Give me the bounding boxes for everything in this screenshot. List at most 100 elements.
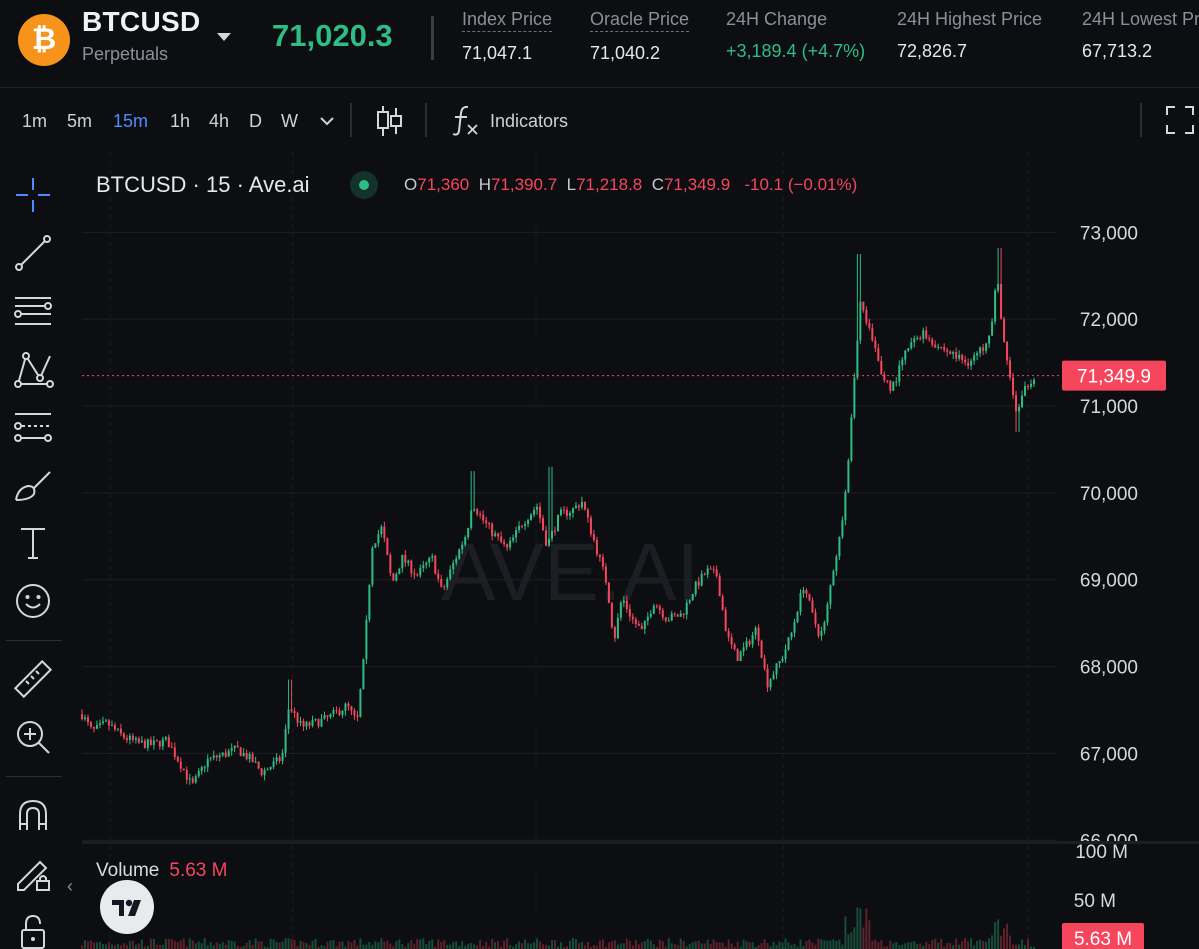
volume-bar: [107, 941, 110, 949]
candle-body: [655, 605, 658, 607]
stat-value: 71,047.1: [462, 43, 533, 63]
volume-bar: [703, 943, 706, 949]
timeframe-w[interactable]: W: [281, 111, 298, 131]
text-icon[interactable]: [10, 520, 56, 566]
candle-body: [92, 726, 95, 729]
volume-value: 5.63 M: [169, 860, 228, 881]
timeframe-1h[interactable]: 1h: [170, 111, 191, 131]
volume-bar: [886, 946, 889, 949]
horizontal-lines-icon[interactable]: [10, 288, 56, 334]
magnet-icon[interactable]: [10, 792, 56, 838]
stat-label[interactable]: Index Price: [462, 9, 553, 32]
volume-bar: [299, 940, 302, 949]
volume-bar: [643, 940, 646, 949]
volume-bar: [892, 943, 895, 949]
candle-body: [802, 590, 805, 594]
symbol-name[interactable]: BTCUSD: [82, 6, 201, 37]
candle-body: [895, 381, 898, 383]
candle-body: [922, 330, 925, 339]
candle-body: [649, 613, 652, 617]
fib-retracement-icon[interactable]: [10, 404, 56, 450]
toolbar-divider: [1140, 103, 1142, 137]
lock-drawing-icon[interactable]: [10, 850, 56, 896]
candle-body: [676, 614, 679, 617]
volume-bar: [574, 938, 577, 949]
price-axis: 73,000 72,000 71,000 70,000 69,000 68,000 67,0…: [82, 223, 1199, 949]
candle-body: [925, 330, 928, 339]
fullscreen-icon[interactable]: [1164, 104, 1196, 136]
candle-body: [245, 753, 248, 760]
timeframe-4h[interactable]: 4h: [209, 111, 230, 131]
volume-bar: [658, 939, 661, 949]
candle-body: [362, 659, 365, 690]
volume-bar: [766, 943, 769, 949]
volume-bar: [796, 946, 799, 949]
indicators-button[interactable]: Indicators: [490, 111, 569, 131]
volume-bar: [221, 942, 224, 949]
volume-bar: [434, 946, 437, 949]
chart-canvas[interactable]: AVE.AI 73,000 72,000 71,000 70,000 69,000 68,…: [0, 152, 1199, 949]
candle-body: [296, 712, 299, 723]
volume-bar: [763, 939, 766, 949]
trend-line-icon[interactable]: [10, 230, 56, 276]
volume-bar: [497, 940, 500, 949]
volume-bar: [562, 946, 565, 949]
price-chart[interactable]: AVE.AI 73,000 72,000 71,000 70,000 69,000 68,…: [0, 152, 1199, 949]
indicators-fx-icon[interactable]: [450, 103, 480, 137]
timeframe-more-chevron-down-icon[interactable]: [318, 114, 336, 128]
brush-icon[interactable]: [10, 462, 56, 508]
candle-body: [967, 362, 970, 366]
crosshair-icon[interactable]: [10, 172, 56, 218]
volume-bar: [377, 942, 380, 949]
volume-bar: [823, 940, 826, 949]
legend-title: BTCUSD · 15 · Ave.ai: [96, 172, 310, 197]
volume-bar: [1015, 944, 1018, 949]
pattern-icon[interactable]: [10, 346, 56, 392]
volume-bar: [323, 945, 326, 949]
volume-bar: [398, 939, 401, 949]
candle-body: [793, 621, 796, 633]
volume-bar: [1000, 935, 1003, 949]
toolbar-divider: [350, 103, 352, 137]
lock-icon[interactable]: [10, 908, 56, 949]
candle-body: [682, 613, 685, 615]
timeframe-d[interactable]: D: [249, 111, 262, 131]
volume-bar: [1033, 946, 1035, 949]
volume-bar: [916, 944, 919, 949]
candle-body: [577, 505, 580, 508]
candle-body: [491, 523, 494, 536]
volume-bar: [973, 945, 976, 949]
symbol-dropdown-caret-icon[interactable]: [217, 33, 231, 41]
volume-bar: [670, 943, 673, 949]
candle-body: [179, 761, 182, 769]
volume-bar: [571, 938, 574, 949]
timeframe-1m[interactable]: 1m: [22, 111, 48, 131]
zoom-in-icon[interactable]: [10, 714, 56, 760]
volume-bar: [443, 940, 446, 949]
ruler-icon[interactable]: [10, 656, 56, 702]
volume-bar: [652, 944, 655, 949]
candles-chart-type-icon[interactable]: [374, 104, 404, 138]
collapse-toolbar-chevron-icon[interactable]: ‹: [67, 876, 73, 896]
volume-bar: [706, 939, 709, 949]
volume-bar: [158, 944, 161, 949]
candle-body: [838, 536, 841, 557]
emoji-icon[interactable]: [10, 578, 56, 624]
tradingview-logo-icon[interactable]: [100, 880, 154, 934]
candle-body: [413, 573, 416, 575]
timeframe-15m[interactable]: 15m: [113, 111, 149, 131]
market-type: Perpetuals: [82, 44, 169, 64]
candle-body: [218, 755, 221, 758]
candle-body: [509, 540, 512, 548]
live-status-dot-icon[interactable]: [350, 171, 378, 199]
stat-label[interactable]: Oracle Price: [590, 9, 690, 32]
volume-bar: [449, 944, 452, 949]
volume-bar: [715, 942, 718, 949]
volume-bar: [419, 939, 422, 949]
stat-oracle-price: Oracle Price 71,040.2: [590, 9, 690, 64]
timeframe-5m[interactable]: 5m: [67, 111, 93, 131]
volume-current-badge: [1062, 923, 1144, 949]
candle-body: [410, 560, 413, 574]
candle-body: [341, 710, 344, 715]
volume-bar: [910, 942, 913, 949]
